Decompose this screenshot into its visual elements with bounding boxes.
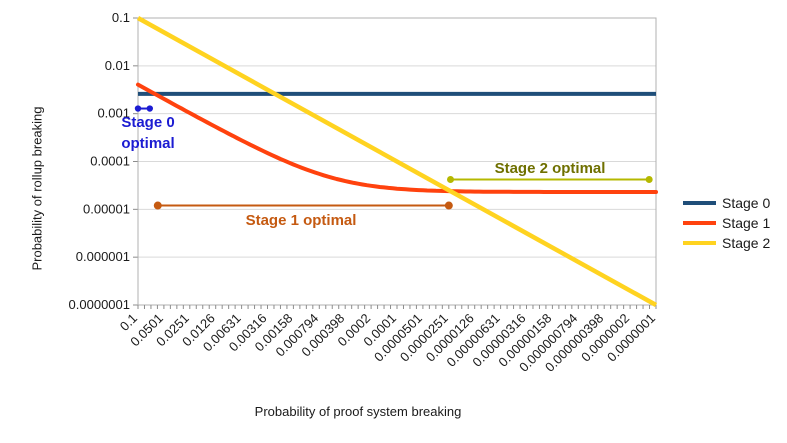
annotation-stage-0-optimal: Stage 0 optimal (113, 112, 183, 154)
y-tick-label: 0.0000001 (69, 297, 130, 312)
legend-swatch-stage-0 (683, 201, 716, 205)
legend-label-stage-0: Stage 0 (722, 195, 771, 211)
y-tick-label: 0.00001 (83, 201, 130, 216)
annotation-stage-1-optimal: Stage 1 optimal (245, 212, 357, 229)
y-tick-label: 0.1 (112, 10, 130, 25)
legend-item-stage-0: Stage 0 (683, 193, 770, 213)
y-tick-label: 0.000001 (76, 249, 130, 264)
annotation-stage-0-optimal-line1: Stage 0 (121, 114, 175, 131)
stage-0-optimal-dot-left (134, 105, 142, 112)
stage-0-optimal-dot-right (146, 105, 153, 112)
legend-label-stage-2: Stage 2 (722, 235, 771, 251)
x-axis-title: Probability of proof system breaking (254, 404, 462, 419)
legend: Stage 0 Stage 1 Stage 2 (683, 193, 770, 253)
stage-2-optimal-dot-right (645, 176, 653, 184)
y-axis-title: Probability of rollup breaking (29, 106, 45, 271)
y-tick-label: 0.01 (105, 58, 130, 73)
legend-item-stage-2: Stage 2 (683, 233, 770, 253)
y-tick-label: 0.001 (97, 106, 130, 121)
annotation-stage-2-optimal: Stage 2 optimal (494, 160, 606, 177)
stage-2-optimal-dot-left (447, 176, 455, 184)
legend-swatch-stage-1 (683, 221, 716, 225)
annotation-stage-0-optimal-line2: optimal (121, 135, 175, 152)
series-stage-2 (136, 16, 658, 307)
stage-1-optimal-dot-right (444, 201, 453, 210)
legend-label-stage-1: Stage 1 (722, 215, 771, 231)
legend-swatch-stage-2 (683, 241, 716, 245)
legend-item-stage-1: Stage 1 (683, 213, 770, 233)
stage-1-optimal-dot-left (153, 201, 162, 210)
series-stage-1 (136, 82, 658, 194)
y-tick-label: 0.0001 (90, 154, 130, 169)
